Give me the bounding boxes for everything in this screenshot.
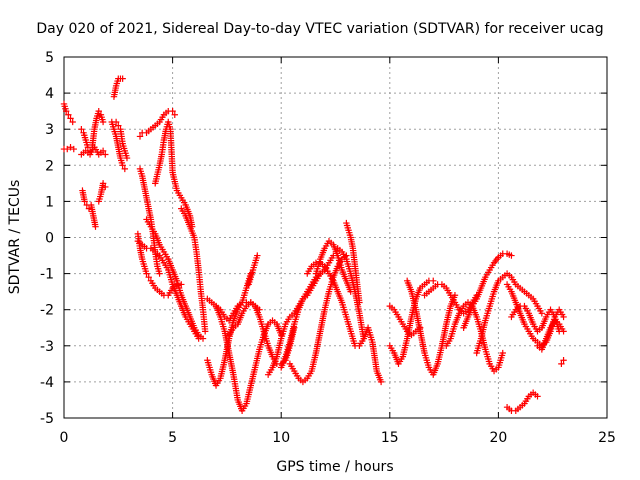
- x-tick-label: 15: [381, 430, 399, 446]
- x-tick-label: 0: [60, 430, 69, 446]
- data-series-s19: [212, 302, 285, 414]
- y-tick-label: -5: [40, 411, 54, 427]
- y-tick-label: -1: [40, 267, 54, 283]
- data-series-s33: [421, 281, 480, 317]
- data-series-s8: [108, 118, 129, 173]
- y-tick-label: 5: [45, 50, 54, 66]
- data-points: [60, 75, 567, 414]
- chart-title: Day 020 of 2021, Sidereal Day-to-day VTE…: [36, 21, 603, 37]
- data-series-s6: [95, 180, 109, 205]
- x-tick-label: 20: [489, 430, 507, 446]
- y-tick-label: -3: [40, 339, 54, 355]
- x-tick-labels: 0 5 10 15 20 25: [60, 430, 616, 446]
- data-series-s39: [534, 317, 567, 353]
- data-series-s24: [286, 252, 350, 386]
- x-tick-label: 10: [272, 430, 290, 446]
- data-series-s9: [112, 118, 131, 162]
- y-tick-label: 0: [45, 231, 54, 247]
- data-series-s4: [78, 144, 109, 158]
- y-tick-labels: -5 -4 -3 -2 -1 0 1 2 3 4 5: [40, 50, 54, 427]
- data-series-s26: [312, 237, 354, 295]
- gridlines: [64, 57, 607, 418]
- data-series-s5: [79, 187, 99, 230]
- axis-ticks: [63, 56, 608, 419]
- data-series-s41: [558, 357, 567, 368]
- y-tick-label: 2: [45, 158, 54, 174]
- data-series-s29: [356, 324, 385, 386]
- y-tick-label: 3: [45, 122, 54, 138]
- y-tick-label: 1: [45, 194, 54, 210]
- y-tick-label: 4: [45, 86, 54, 102]
- data-series-s25: [304, 259, 359, 349]
- x-tick-label: 25: [598, 430, 616, 446]
- data-series-s11: [152, 118, 196, 230]
- data-series-s32: [403, 277, 459, 378]
- x-tick-label: 5: [168, 430, 177, 446]
- data-series-s2: [60, 144, 77, 153]
- data-series-s3: [78, 107, 107, 155]
- data-series-s1: [60, 100, 76, 126]
- data-series-s28: [343, 219, 363, 306]
- y-tick-label: -2: [40, 303, 54, 319]
- data-series-s10: [136, 107, 178, 140]
- data-series-s7: [110, 75, 126, 100]
- y-axis-label: SDTVAR / TECUs: [7, 180, 23, 295]
- data-series-s21: [245, 252, 261, 288]
- data-series-s35: [460, 250, 515, 331]
- data-series-s13: [134, 237, 202, 342]
- data-series-s38: [508, 302, 563, 335]
- data-series-s14: [134, 230, 185, 299]
- data-series-s18: [204, 270, 254, 389]
- data-series-s16: [178, 205, 209, 335]
- y-tick-label: -4: [40, 375, 54, 391]
- data-series-s36: [473, 270, 546, 357]
- data-series-s40: [503, 389, 541, 414]
- x-axis-label: GPS time / hours: [276, 459, 393, 475]
- data-series-s15: [143, 216, 207, 342]
